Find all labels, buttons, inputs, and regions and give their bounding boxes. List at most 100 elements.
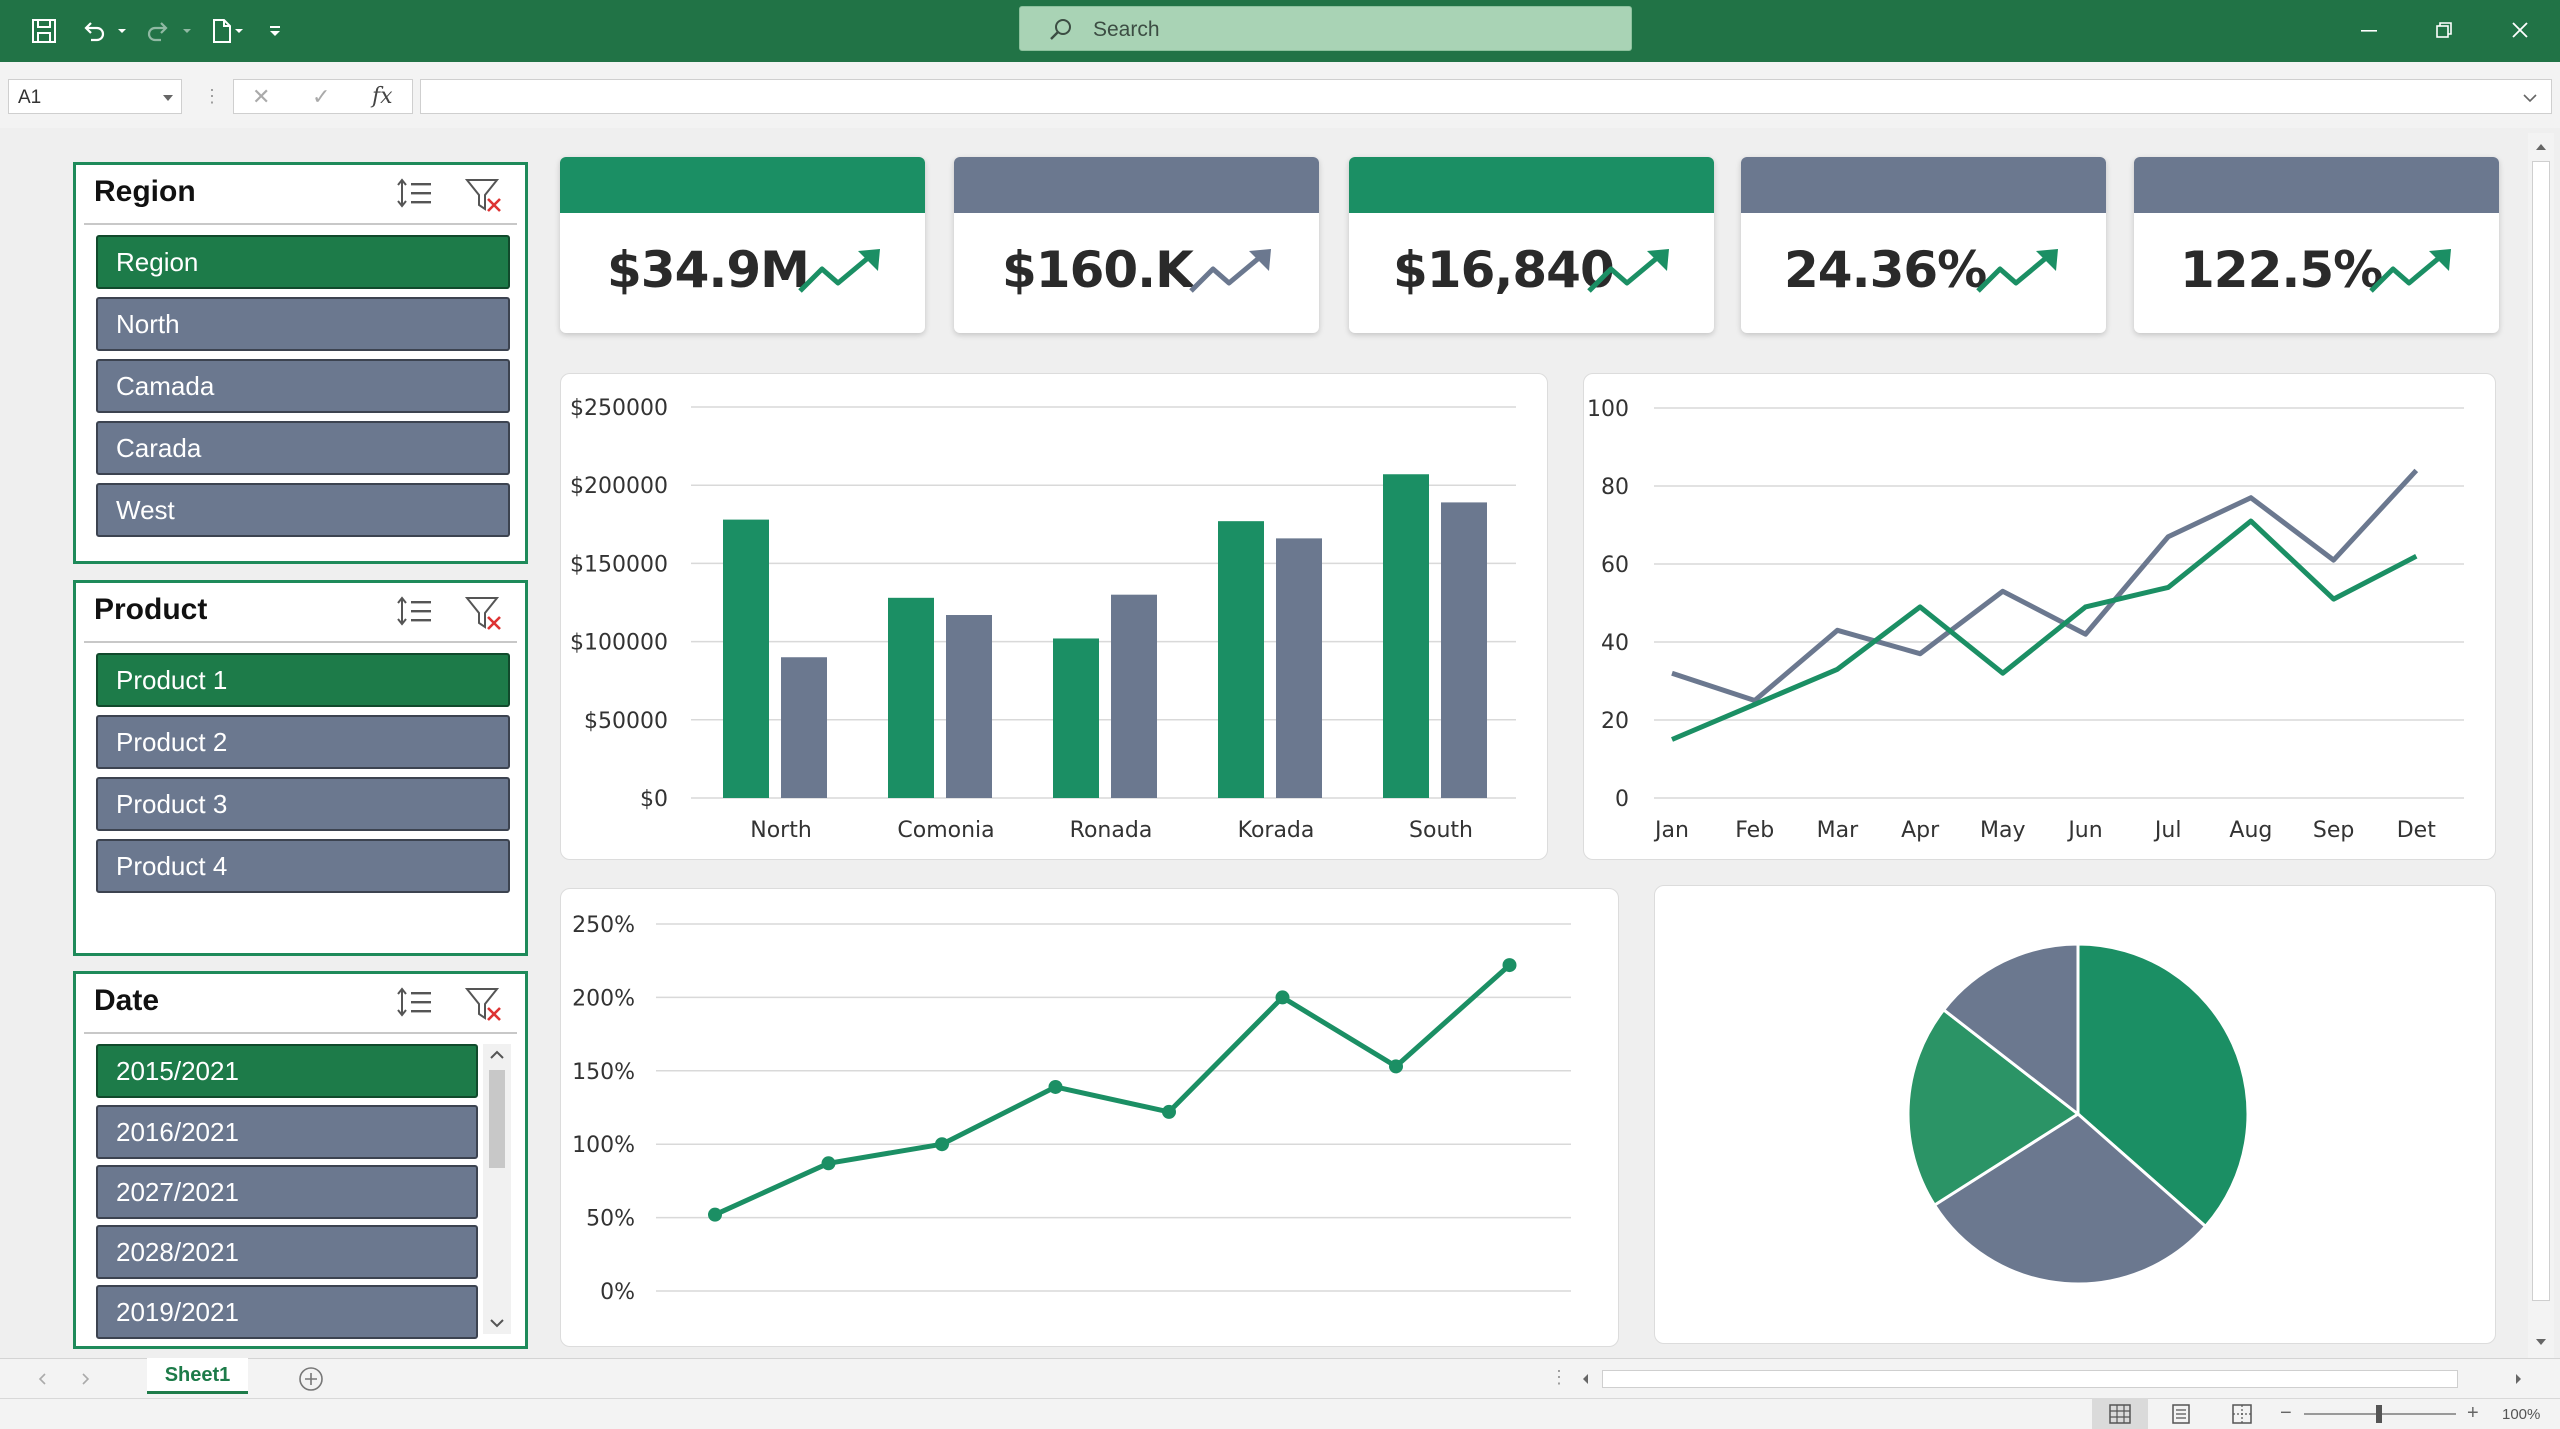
multi-select-icon[interactable] <box>396 175 436 220</box>
fx-icon[interactable]: fx <box>372 84 393 109</box>
series-line <box>1671 468 2419 703</box>
line-chart-panel[interactable]: 0 20 40 60 80 100 Jan Feb Mar Apr May Jun Jul Aug Sep D… <box>1583 373 2496 860</box>
add-sheet-icon[interactable] <box>297 1365 325 1393</box>
x-tick-label: South <box>1409 818 1473 843</box>
close-icon[interactable] <box>2498 10 2542 50</box>
line-chart: 0 20 40 60 80 100 Jan Feb Mar Apr May Jun Jul Aug Sep D… <box>1587 397 2464 843</box>
trend-up-icon <box>1587 249 1669 293</box>
chevron-left-icon[interactable] <box>1576 1367 1596 1391</box>
slicer-item-camada[interactable]: Camada <box>96 359 510 413</box>
slicer-item-date[interactable]: 2016/2021 <box>96 1105 478 1159</box>
x-tick-label: May <box>1980 818 2025 843</box>
x-tick-label: Apr <box>1901 818 1940 843</box>
page-break-icon[interactable] <box>2231 1404 2253 1424</box>
x-tick-label: Korada <box>1238 818 1315 843</box>
chevron-down-icon[interactable] <box>483 1312 511 1334</box>
pie-slice <box>1906 1007 2081 1208</box>
y-tick-label: 250% <box>572 913 635 938</box>
kpi-card: 122.5% <box>2134 157 2499 333</box>
page-layout-icon[interactable] <box>2170 1404 2192 1424</box>
slicer-title: Region <box>94 175 196 208</box>
y-tick-label: 80 <box>1601 475 1629 500</box>
more-options-icon[interactable]: ⋮ <box>1550 1367 1568 1387</box>
slicer-item-date[interactable]: 2019/2021 <box>96 1285 478 1339</box>
data-point <box>1502 958 1517 973</box>
zoom-in-icon[interactable]: + <box>2467 1402 2479 1424</box>
scrollbar-thumb[interactable] <box>1602 1370 2458 1388</box>
pie-chart-panel[interactable] <box>1654 885 2496 1344</box>
chevron-left-icon[interactable] <box>35 1371 51 1387</box>
search-input[interactable]: Search <box>1019 6 1632 51</box>
slicer-item-region[interactable]: Region <box>96 235 510 289</box>
clear-filter-icon[interactable] <box>464 984 504 1029</box>
slicer-item-product-4[interactable]: Product 4 <box>96 839 510 893</box>
chevron-up-icon[interactable] <box>2528 136 2554 158</box>
chevron-down-icon[interactable] <box>2523 93 2537 103</box>
slicer-item-product-3[interactable]: Product 3 <box>96 777 510 831</box>
slicer-scrollbar[interactable] <box>483 1044 511 1334</box>
data-point <box>1389 1059 1403 1074</box>
x-tick-label: Comonia <box>897 818 994 843</box>
horizontal-scrollbar[interactable] <box>1576 1367 2528 1391</box>
kpi-band <box>2134 157 2499 213</box>
minimize-icon[interactable] <box>2347 10 2391 50</box>
slicer-item-west[interactable]: West <box>96 483 510 537</box>
cancel-icon[interactable]: ✕ <box>252 84 271 109</box>
slicer-item-carada[interactable]: Carada <box>96 421 510 475</box>
clear-filter-icon[interactable] <box>464 593 504 638</box>
kpi-card: $34.9M <box>560 157 925 333</box>
customize-toolbar-icon[interactable] <box>258 14 292 48</box>
undo-icon[interactable] <box>77 14 111 48</box>
redo-icon[interactable] <box>141 14 175 48</box>
chevron-down-icon[interactable] <box>163 95 173 101</box>
kpi-card: $16,840 <box>1349 157 1714 333</box>
undo-dropdown-icon[interactable] <box>116 24 128 38</box>
more-options-icon[interactable]: ⋮ <box>203 86 221 106</box>
slicer-item-date[interactable]: 2028/2021 <box>96 1225 478 1279</box>
kpi-value: 24.36% <box>1784 241 1987 299</box>
restore-icon[interactable] <box>2422 10 2466 50</box>
y-tick-label: 40 <box>1601 631 1629 656</box>
multi-select-icon[interactable] <box>396 593 436 638</box>
redo-dropdown-icon[interactable] <box>181 24 193 38</box>
scrollbar-thumb[interactable] <box>2532 161 2550 1301</box>
growth-chart-panel[interactable]: 0% 50% 100% 150% 200% 250% <box>560 888 1619 1347</box>
kpi-value: $16,840 <box>1393 241 1615 299</box>
x-tick-label: Jul <box>2153 818 2182 843</box>
scrollbar-thumb[interactable] <box>489 1070 505 1168</box>
vertical-scrollbar[interactable] <box>2528 133 2554 1359</box>
chevron-down-icon[interactable] <box>2528 1331 2554 1353</box>
kpi-band <box>560 157 925 213</box>
name-box[interactable]: A1 <box>8 79 182 114</box>
bar-chart-panel[interactable]: $0 $50000 $100000 $150000 $200000 $250000 Nort… <box>560 373 1548 860</box>
slicer-item-product-1[interactable]: Product 1 <box>96 653 510 707</box>
series-line <box>713 963 1512 1217</box>
zoom-slider-thumb[interactable] <box>2376 1405 2382 1423</box>
zoom-slider[interactable] <box>2304 1405 2456 1423</box>
zoom-out-icon[interactable]: − <box>2280 1402 2292 1424</box>
chevron-up-icon[interactable] <box>483 1044 511 1066</box>
slicer-item-product-2[interactable]: Product 2 <box>96 715 510 769</box>
new-file-icon[interactable] <box>205 14 239 48</box>
slicer-item-north[interactable]: North <box>96 297 510 351</box>
data-point <box>1275 990 1290 1005</box>
kpi-value: $34.9M <box>607 241 810 299</box>
save-icon[interactable] <box>27 14 61 48</box>
new-file-dropdown-icon[interactable] <box>233 24 245 38</box>
normal-view-icon[interactable] <box>2092 1398 2148 1429</box>
formula-input[interactable] <box>420 79 2552 114</box>
zoom-level[interactable]: 100% <box>2502 1406 2541 1423</box>
enter-icon[interactable]: ✓ <box>312 84 331 109</box>
tab-sheet1[interactable]: Sheet1 <box>147 1358 248 1394</box>
multi-select-icon[interactable] <box>396 984 436 1029</box>
trend-up-icon <box>798 249 880 293</box>
chevron-right-icon[interactable] <box>77 1371 93 1387</box>
chevron-right-icon[interactable] <box>2508 1367 2528 1391</box>
series-line <box>1671 518 2418 742</box>
pie-chart <box>1906 942 2250 1286</box>
slicer-item-date[interactable]: 2015/2021 <box>96 1044 478 1098</box>
growth-line-chart: 0% 50% 100% 150% 200% 250% <box>572 913 1571 1305</box>
slicer-item-date[interactable]: 2027/2021 <box>96 1165 478 1219</box>
clear-filter-icon[interactable] <box>464 175 504 220</box>
data-point <box>935 1137 949 1152</box>
